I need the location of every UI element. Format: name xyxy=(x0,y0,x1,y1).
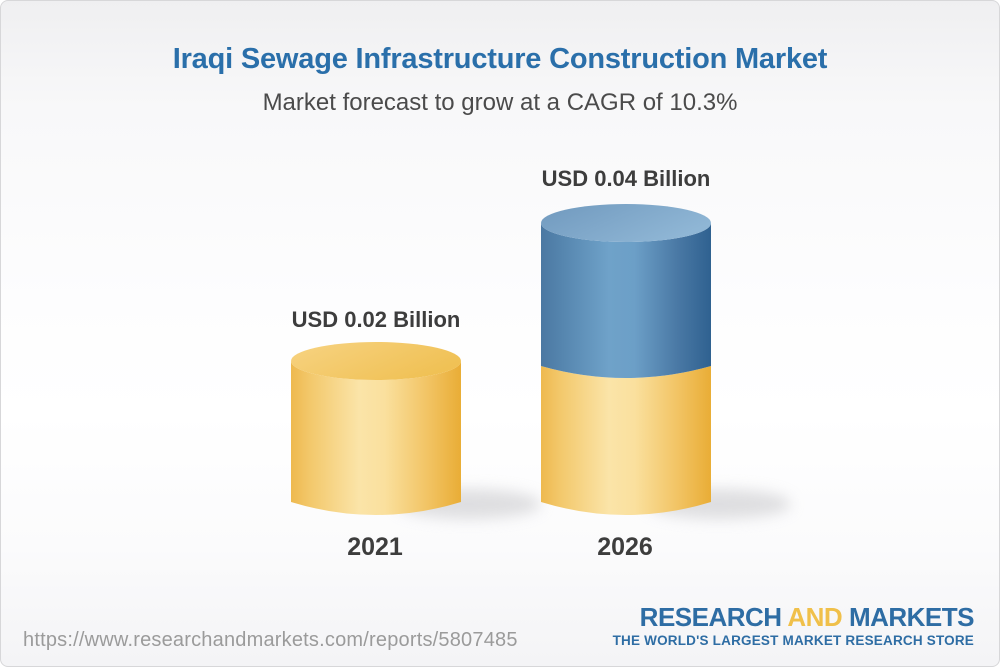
value-label-2021: USD 0.02 Billion xyxy=(291,307,461,332)
logo-tagline: THE WORLD'S LARGEST MARKET RESEARCH STOR… xyxy=(612,633,974,648)
report-url: https://www.researchandmarkets.com/repor… xyxy=(23,629,518,651)
value-label-2026: USD 0.04 Billion xyxy=(541,166,711,191)
logo-wordmark: RESEARCH AND MARKETS xyxy=(613,602,975,632)
chart-subtitle: Market forecast to grow at a CAGR of 10.… xyxy=(262,89,738,116)
logo-word-markets: MARKETS xyxy=(848,602,975,632)
bar-2026-top xyxy=(541,204,711,242)
bar-2026-growth-segment xyxy=(541,223,711,378)
bar-2021-body xyxy=(291,361,461,515)
logo-word-research: RESEARCH xyxy=(639,602,782,632)
bar-2026-base-segment xyxy=(541,366,711,515)
bar-2021-top xyxy=(291,342,461,380)
logo-word-and: AND xyxy=(787,602,843,632)
chart-title: Iraqi Sewage Infrastructure Construction… xyxy=(172,43,828,75)
category-label-2026: 2026 xyxy=(597,533,653,561)
research-and-markets-logo: RESEARCH AND MARKETS THE WORLD'S LARGEST… xyxy=(612,602,975,648)
category-label-2021: 2021 xyxy=(347,533,403,561)
